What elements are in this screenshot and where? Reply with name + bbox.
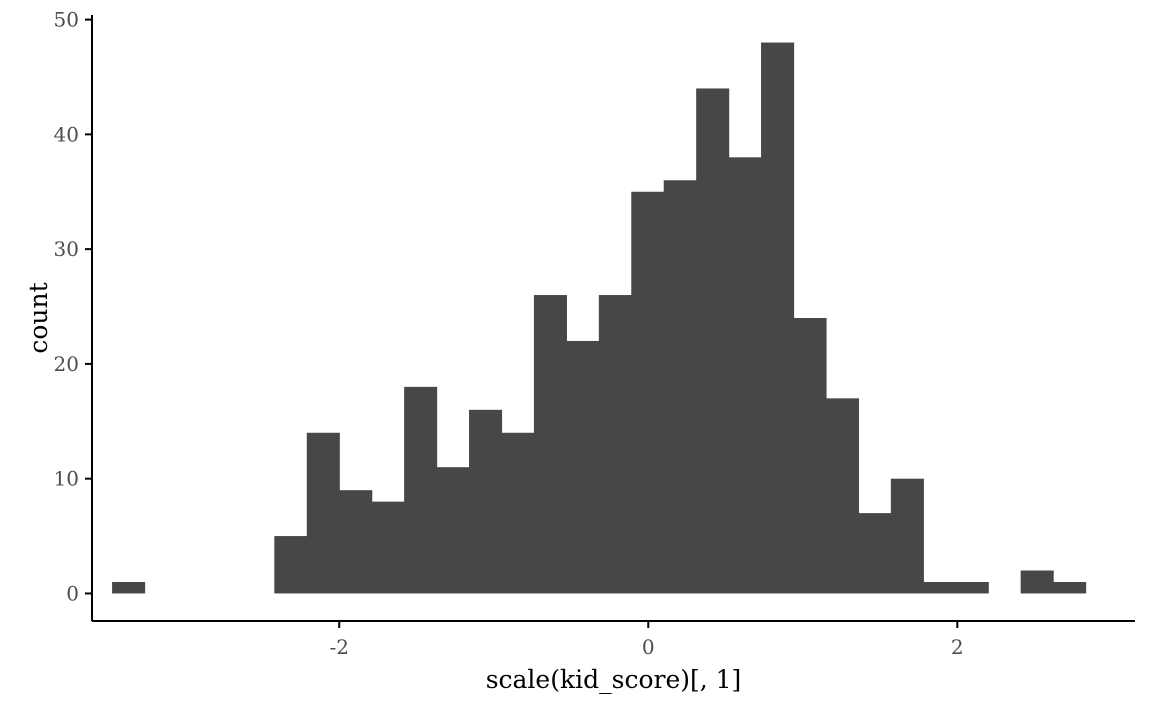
x-tick-label: -2 xyxy=(329,635,348,659)
y-tick-label: 10 xyxy=(54,467,79,491)
histogram-bar xyxy=(112,581,146,594)
histogram-bar xyxy=(890,478,924,594)
histogram-bar xyxy=(274,536,308,594)
x-axis-title: scale(kid_score)[, 1] xyxy=(486,665,742,694)
y-axis-title: count xyxy=(24,282,53,353)
y-tick-label: 50 xyxy=(54,8,79,32)
histogram-bar xyxy=(761,42,795,594)
bars-group xyxy=(112,42,1087,594)
x-tick-label: 0 xyxy=(642,635,655,659)
histogram-bar xyxy=(566,340,600,594)
histogram-bar xyxy=(598,295,632,594)
histogram-bar xyxy=(339,490,373,594)
y-tick-label: 20 xyxy=(54,352,79,376)
histogram-bar xyxy=(923,581,957,594)
y-tick-label: 0 xyxy=(66,581,79,605)
x-tick-label: 2 xyxy=(951,635,964,659)
histogram-bar xyxy=(371,501,405,594)
histogram-bar xyxy=(469,409,503,594)
histogram-bar xyxy=(1053,581,1087,594)
histogram-bar xyxy=(436,467,470,594)
histogram-bar xyxy=(825,398,860,594)
histogram-bar xyxy=(858,513,892,594)
histogram-bar xyxy=(533,295,567,594)
histogram-bar xyxy=(663,180,697,594)
histogram-bar xyxy=(955,581,989,594)
histogram-bar xyxy=(306,432,340,594)
y-tick-label: 40 xyxy=(54,122,79,146)
y-tick-label: 30 xyxy=(54,237,79,261)
histogram-bar xyxy=(728,157,762,594)
histogram-bar xyxy=(793,318,827,594)
y-axis-ticks: 0 10 20 30 40 50 xyxy=(54,8,92,605)
histogram-bar xyxy=(1020,570,1054,594)
histogram-bar xyxy=(404,386,438,594)
histogram-bar xyxy=(501,432,535,594)
histogram-bar xyxy=(631,191,665,594)
histogram-bar xyxy=(696,88,730,594)
x-axis-ticks: -2 0 2 xyxy=(329,621,964,659)
